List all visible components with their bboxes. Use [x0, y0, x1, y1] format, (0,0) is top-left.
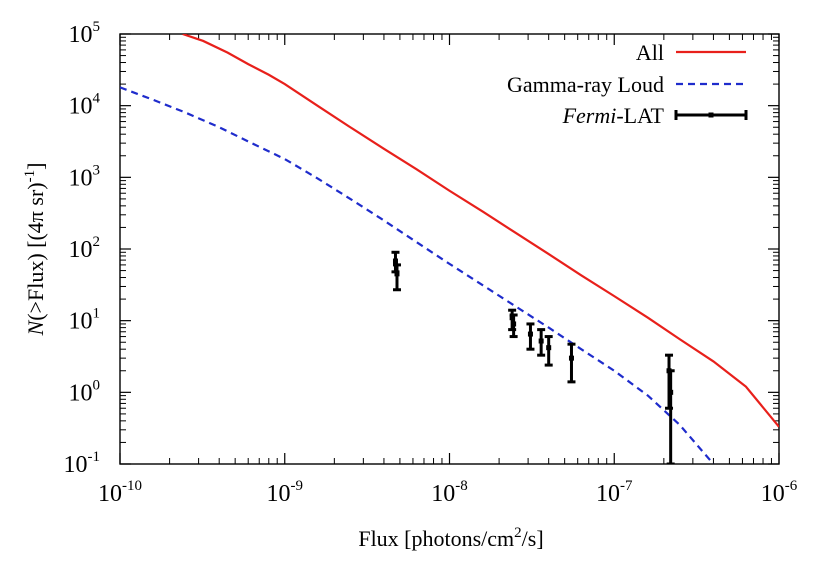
x-tick-label: 10-9	[267, 478, 304, 507]
y-tick-label: 104	[69, 91, 101, 120]
data-point	[527, 331, 533, 337]
y-tick-label: 102	[69, 234, 101, 263]
series-clip-group	[120, 34, 779, 464]
plot-border	[119, 33, 780, 465]
x-tick-label: 10-10	[98, 478, 142, 507]
y-tick-label: 10-1	[64, 449, 101, 478]
x-axis: 10-10 10-9 10-8 10-7 10-6	[98, 34, 798, 507]
x-axis-label: Flux [photons/cm2/s]	[358, 525, 543, 551]
legend-label: Fermi-LAT	[562, 103, 665, 128]
data-point	[538, 338, 544, 344]
data-point	[511, 321, 517, 327]
legend-swatch-point	[708, 112, 714, 118]
y-tick-label: 101	[69, 306, 101, 335]
y-axis: 10-1 100 101 102 103 104 105	[64, 19, 779, 478]
y-tick-label: 105	[69, 19, 101, 48]
series-line-all	[182, 34, 779, 428]
x-tick-label: 10-8	[431, 478, 468, 507]
x-tick-label: 10-6	[761, 478, 798, 507]
y-tick-label: 100	[69, 377, 101, 406]
legend-label: Gamma-ray Loud	[507, 72, 664, 97]
data-point	[668, 389, 674, 395]
y-axis-label: N(>Flux) [(4π sr)-1]	[22, 163, 48, 337]
data-point	[546, 345, 552, 351]
plot-frame	[119, 33, 780, 465]
series-layer	[120, 34, 779, 464]
data-point	[568, 355, 574, 361]
series-fermi-lat	[391, 250, 675, 464]
series-line-gamma-ray-loud	[120, 86, 715, 464]
legend-label: All	[636, 40, 664, 65]
x-tick-label: 10-7	[596, 478, 633, 507]
legend: All Gamma-ray Loud Fermi-LAT	[507, 40, 748, 128]
data-point	[392, 258, 398, 264]
y-tick-label: 103	[69, 162, 101, 191]
data-point	[394, 271, 400, 277]
